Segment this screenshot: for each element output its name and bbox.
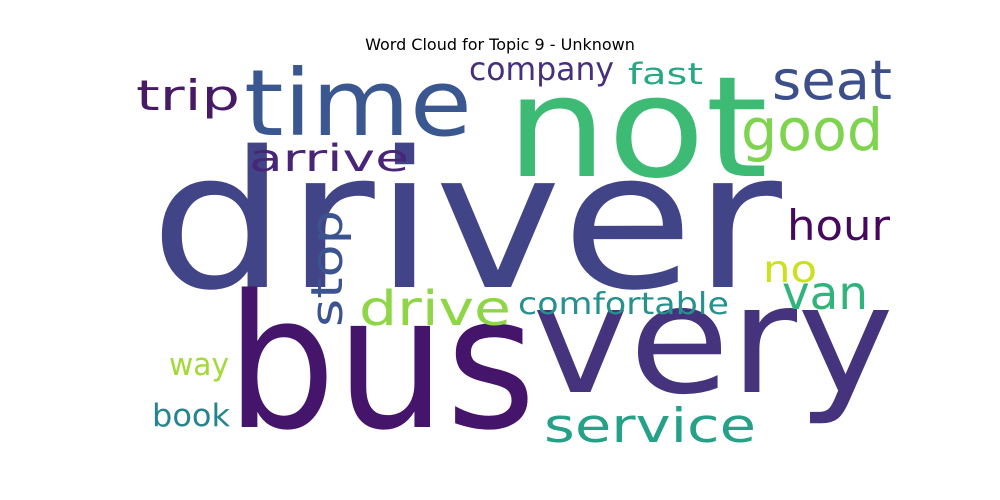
word-service: service [544,399,756,454]
word-drive: drive [359,281,511,337]
word-van: van [782,266,868,320]
word-stop: stop [302,210,353,327]
word-good: good [741,96,883,164]
word-book: book [152,398,230,434]
word-no: no [763,248,817,291]
word-way: way [169,347,229,383]
word-hour: hour [787,201,891,250]
word-driver: driver [150,111,783,332]
word-bus: bus [226,255,536,471]
word-seat: seat [772,49,892,112]
word-very: very [532,254,894,428]
word-not: not [506,47,768,210]
word-fast: fast [628,57,703,91]
word-trip: trip [136,71,240,120]
word-arrive: arrive [249,137,409,180]
word-company: company [469,50,614,88]
word-time: time [244,50,472,157]
word-comfortable: comfortable [518,287,729,322]
cloud-title: Word Cloud for Topic 9 - Unknown [365,35,635,54]
